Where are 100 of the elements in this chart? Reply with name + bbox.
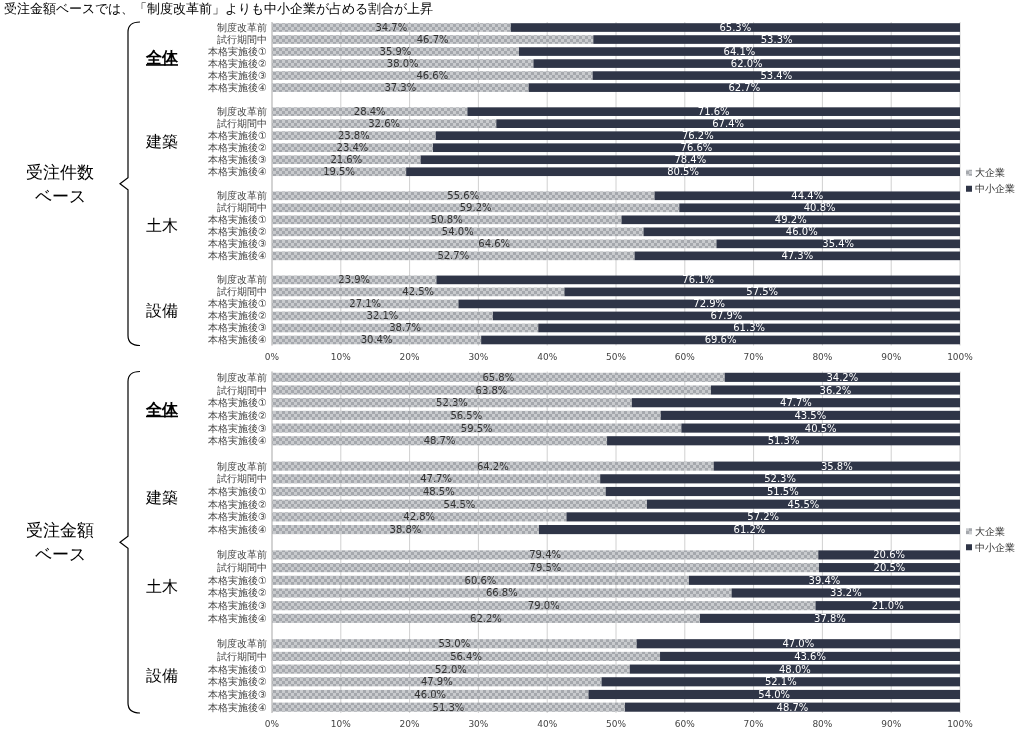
data-label: 79.4%: [529, 549, 562, 561]
bar: [593, 35, 960, 44]
bar: [272, 385, 711, 395]
bar: [272, 372, 725, 382]
bar: [654, 191, 960, 201]
y-tick-label: 試行期間中: [217, 118, 267, 130]
bar: [272, 155, 421, 165]
y-tick-label: 本格実施後②: [208, 226, 267, 238]
y-tick-label: 本格実施後②: [208, 587, 267, 599]
bar: [272, 436, 608, 446]
data-label: 60.6%: [464, 574, 497, 586]
data-label: 61.3%: [733, 322, 766, 334]
x-tick-label: 30%: [468, 719, 489, 729]
y-tick-label: 本格実施後②: [208, 142, 267, 154]
data-label: 51.5%: [766, 486, 799, 498]
text: 全体: [145, 399, 179, 419]
bar: [272, 131, 436, 141]
data-label: 48.5%: [422, 486, 455, 498]
text: 建築: [145, 488, 178, 508]
data-label: 65.8%: [482, 371, 515, 383]
bar: [272, 35, 594, 44]
data-label: 32.1%: [366, 310, 399, 322]
legend-label: 大企業: [975, 525, 1005, 537]
bar: [538, 525, 960, 535]
bar: [272, 107, 468, 116]
data-label: 51.3%: [432, 701, 465, 713]
text: 土木: [146, 577, 178, 597]
bar: [272, 83, 529, 92]
bar: [272, 59, 534, 68]
data-label: 38.7%: [389, 322, 422, 334]
y-tick-label: 試行期間中: [217, 650, 267, 662]
bar: [272, 651, 661, 661]
y-tick-label: 本格実施後③: [208, 688, 267, 700]
y-tick-label: 本格実施後③: [208, 511, 267, 523]
x-tick-label: 90%: [881, 719, 902, 729]
bar: [458, 299, 960, 309]
y-tick-label: 本格実施後②: [208, 409, 267, 421]
data-label: 47.7%: [780, 397, 812, 409]
x-tick-label: 100%: [947, 351, 974, 362]
data-label: 62.0%: [730, 58, 763, 70]
y-tick-label: 試行期間中: [217, 562, 267, 574]
text: ベース: [34, 544, 86, 565]
y-tick-label: 制度改革前: [217, 22, 267, 34]
data-label: 64.2%: [476, 460, 509, 472]
bar: [518, 47, 960, 56]
bar: [272, 227, 644, 237]
y-tick-label: 本格実施後①: [208, 663, 267, 675]
data-label: 38.8%: [389, 524, 422, 536]
data-label: 44.4%: [791, 190, 824, 202]
bar: [272, 639, 637, 649]
bar: [679, 203, 960, 213]
bar: [272, 689, 589, 700]
bar: [272, 119, 497, 128]
data-label: 47.0%: [782, 638, 815, 650]
y-tick-label: 本格実施後③: [208, 600, 267, 612]
y-tick-label: 試行期間中: [217, 286, 267, 298]
y-tick-label: 本格実施後①: [208, 574, 267, 586]
data-label: 39.4%: [808, 574, 841, 586]
bar: [605, 486, 960, 497]
bar: [566, 512, 960, 522]
y-tick-label: 本格実施後②: [208, 676, 267, 688]
y-tick-label: 本格実施後②: [208, 310, 267, 322]
bar: [607, 436, 960, 446]
data-label: 76.1%: [682, 274, 715, 286]
bar: [272, 461, 714, 471]
y-tick-label: 本格実施後④: [208, 82, 267, 94]
data-label: 19.5%: [323, 166, 355, 178]
chart-title: 受注金額ベースでは、「制度改革前」よりも中小企業が占める割合が上昇: [4, 1, 433, 16]
bar: [272, 191, 655, 201]
bar: [272, 71, 593, 80]
bar: [510, 23, 960, 32]
text: 設備: [146, 666, 178, 686]
data-label: 66.8%: [485, 587, 518, 599]
bar: [272, 486, 606, 497]
x-tick-label: 70%: [743, 719, 765, 729]
text: ベース: [34, 185, 86, 206]
legend-label: 大企業: [975, 167, 1005, 179]
data-label: 79.5%: [529, 562, 562, 574]
x-tick-label: 40%: [537, 351, 558, 362]
x-tick-label: 10%: [330, 351, 352, 362]
data-label: 53.3%: [760, 34, 793, 46]
data-label: 64.6%: [478, 238, 511, 250]
data-label: 35.9%: [379, 46, 412, 58]
data-label: 59.2%: [459, 202, 492, 214]
data-label: 56.5%: [450, 409, 483, 421]
data-label: 33.2%: [829, 587, 862, 599]
y-tick-label: 本格実施後①: [208, 298, 267, 310]
data-label: 34.7%: [375, 22, 408, 34]
y-tick-label: 本格実施後③: [208, 422, 267, 434]
bar: [624, 702, 960, 712]
bar: [688, 575, 960, 585]
y-tick-label: 本格実施後②: [208, 498, 267, 510]
bar: [731, 588, 960, 598]
bar: [272, 23, 511, 32]
legend-label: 中小企業: [975, 183, 1015, 195]
data-label: 80.5%: [667, 166, 699, 178]
x-tick-label: 30%: [468, 351, 489, 362]
data-label: 48.7%: [776, 701, 809, 713]
x-tick-label: 90%: [881, 351, 902, 362]
y-tick-label: 本格実施後①: [208, 46, 267, 58]
